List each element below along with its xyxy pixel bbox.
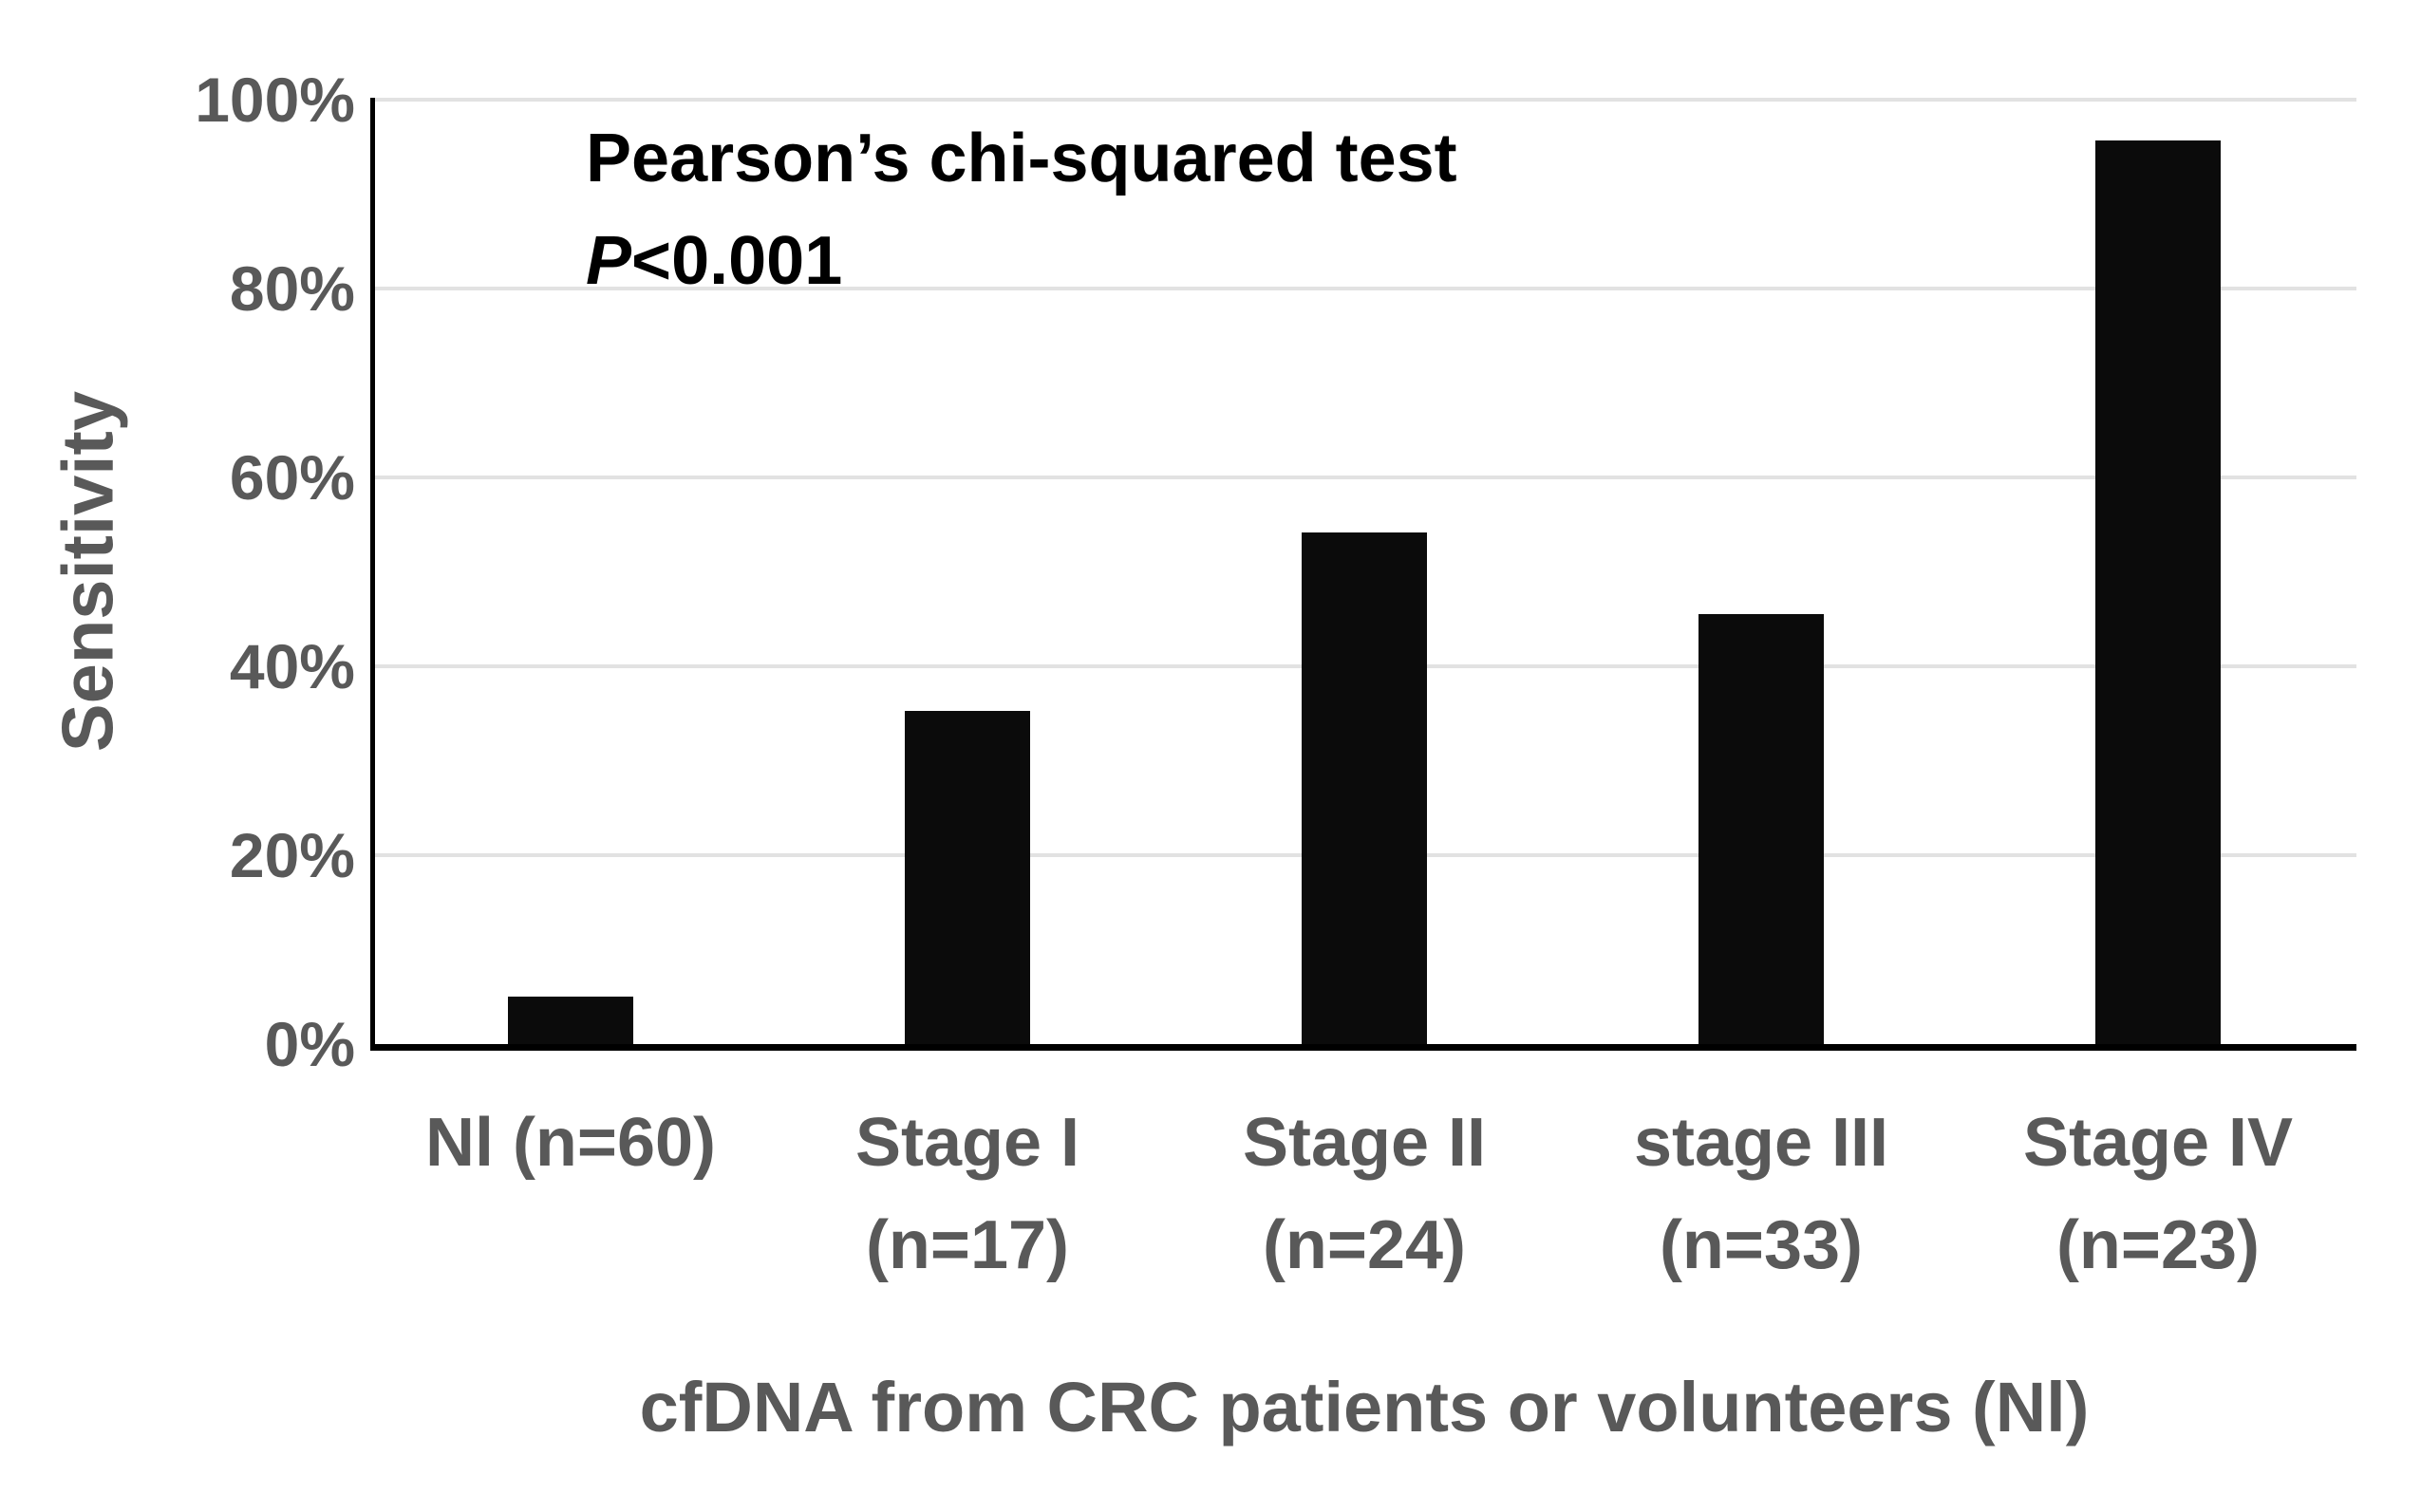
x-tick-label-0: Nl (n=60) [372,1092,769,1297]
x-tick-label-line: Stage IV [2022,1105,2294,1181]
bar-slot-4 [1960,100,2356,1044]
bar-slot-2 [1166,100,1563,1044]
gridline-100 [372,98,2356,102]
y-axis-line [370,98,375,1048]
x-axis-tick-labels: Nl (n=60) Stage I (n=17) Stage II (n=24) stag… [372,1092,2356,1297]
bar-slot-3 [1563,100,1960,1044]
bar-Nl (n=60) [508,997,633,1044]
x-tick-label-line: (n=17) [865,1207,1070,1283]
bar-stage III (n=33) [1698,614,1824,1044]
x-tick-label-line: (n=24) [1262,1207,1467,1283]
x-tick-label-3: stage III (n=33) [1563,1092,1960,1297]
bar-Stage I (n=17) [905,710,1030,1044]
x-tick-label-line: (n=23) [2055,1207,2261,1283]
bar-Stage II (n=24) [1302,532,1427,1044]
x-tick-label-line: stage III [1633,1105,1889,1181]
bar-slot-1 [769,100,1166,1044]
y-tick-label-0: 0% [264,1009,355,1079]
x-tick-label-line: (n=33) [1659,1207,1864,1283]
x-tick-label-1: Stage I (n=17) [769,1092,1166,1297]
x-tick-label-line: Stage II [1242,1105,1487,1181]
p-value-text: <0.001 [631,223,843,299]
plot-area: Pearson’s chi-squared test P<0.001 [370,98,2356,1051]
x-axis-title: cfDNA from CRC patients or volunteers (N… [639,1368,2090,1447]
stat-annotation: Pearson’s chi-squared test P<0.001 [586,107,1457,312]
y-tick-label-20: 20% [229,820,355,890]
stat-annotation-test-name: Pearson’s chi-squared test [586,121,1457,196]
x-tick-label-line: Nl (n=60) [424,1105,717,1181]
y-tick-label-100: 100% [195,65,355,135]
bars [372,100,2356,1044]
x-tick-label-2: Stage II (n=24) [1166,1092,1563,1297]
y-tick-label-60: 60% [229,442,355,513]
x-tick-label-4: Stage IV (n=23) [1960,1092,2356,1297]
p-symbol: P [586,223,632,299]
y-tick-label-80: 80% [229,253,355,324]
stat-annotation-p-value: P<0.001 [586,210,1457,312]
x-tick-label-line: Stage I [854,1105,1080,1181]
bar-Stage IV (n=23) [2095,140,2221,1044]
gridline-60 [372,476,2356,479]
gridline-80 [372,287,2356,290]
x-axis-line [370,1044,2356,1051]
y-axis-tick-labels: 0% 20% 40% 60% 80% 100% [0,65,355,1079]
bar-slot-0 [372,100,769,1044]
y-tick-label-40: 40% [229,631,355,701]
